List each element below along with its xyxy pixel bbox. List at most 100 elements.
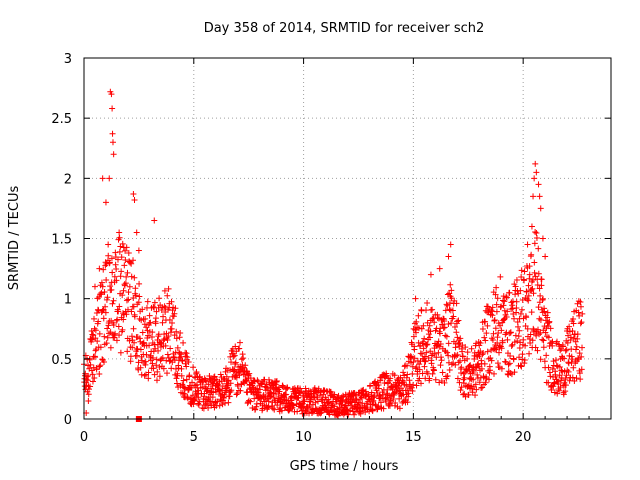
data-point (142, 358, 149, 365)
grid-lines (84, 58, 611, 419)
data-point (96, 265, 103, 272)
data-point (543, 352, 550, 359)
data-point (552, 373, 559, 380)
data-point (207, 397, 214, 404)
data-point (411, 346, 418, 353)
data-point (351, 411, 358, 418)
data-point (216, 402, 223, 409)
data-point (237, 387, 244, 394)
data-point (468, 382, 475, 389)
data-point (566, 328, 573, 335)
data-point (105, 252, 112, 259)
data-point (426, 334, 433, 341)
data-point (565, 368, 572, 375)
data-point (367, 382, 374, 389)
data-point (474, 371, 481, 378)
data-point (472, 381, 479, 388)
data-point (480, 350, 487, 357)
data-point (312, 399, 319, 406)
data-point (189, 392, 196, 399)
data-point (143, 351, 150, 358)
data-point (178, 372, 185, 379)
data-point (156, 373, 163, 380)
data-point (498, 327, 505, 334)
data-point (542, 253, 549, 260)
data-point (372, 378, 379, 385)
data-point (538, 276, 545, 283)
data-point (513, 276, 520, 283)
data-point (426, 322, 433, 329)
data-point (99, 175, 106, 182)
data-point (560, 343, 567, 350)
data-point (101, 288, 108, 295)
data-point (457, 387, 464, 394)
data-point (377, 399, 384, 406)
data-point (168, 365, 175, 372)
data-point (521, 277, 528, 284)
data-point (426, 375, 433, 382)
data-point (502, 359, 509, 366)
data-point (419, 350, 426, 357)
data-point (333, 405, 340, 412)
data-point (491, 370, 498, 377)
data-point (453, 300, 460, 307)
data-point (546, 369, 553, 376)
data-point (103, 260, 110, 267)
data-point (522, 342, 529, 349)
data-point (491, 317, 498, 324)
data-point (454, 318, 461, 325)
data-point (119, 240, 126, 247)
data-point (112, 330, 119, 337)
data-point (289, 402, 296, 409)
data-point (164, 370, 171, 377)
data-point (166, 316, 173, 323)
data-point (526, 350, 533, 357)
data-point (137, 364, 144, 371)
data-point (495, 330, 502, 337)
data-point (532, 344, 539, 351)
data-point (421, 363, 428, 370)
data-point (536, 285, 543, 292)
data-point (456, 379, 463, 386)
data-point (240, 355, 247, 362)
data-point (405, 390, 412, 397)
data-point (253, 403, 260, 410)
data-point (423, 307, 430, 314)
data-point (563, 346, 570, 353)
data-point (271, 406, 278, 413)
data-point (446, 306, 453, 313)
x-tick-label: 5 (190, 430, 198, 445)
data-point (488, 357, 495, 364)
data-point (105, 241, 112, 248)
data-point (418, 380, 425, 387)
data-point (210, 380, 217, 387)
data-point (509, 302, 516, 309)
data-point (357, 410, 364, 417)
data-point (179, 358, 186, 365)
data-point (106, 175, 113, 182)
data-point (243, 377, 250, 384)
data-point (479, 351, 486, 358)
data-point (408, 353, 415, 360)
data-point (168, 298, 175, 305)
data-point (403, 374, 410, 381)
data-point (119, 292, 126, 299)
data-point (530, 276, 537, 283)
data-point (131, 339, 138, 346)
data-point (411, 355, 418, 362)
data-point (167, 329, 174, 336)
data-point (93, 310, 100, 317)
data-point (369, 407, 376, 414)
data-point (410, 358, 417, 365)
data-point (575, 309, 582, 316)
data-point (283, 391, 290, 398)
data-point (273, 379, 280, 386)
data-point (109, 105, 116, 112)
data-point (454, 351, 461, 358)
data-point (190, 364, 197, 371)
data-point (577, 376, 584, 383)
data-point (173, 375, 180, 382)
data-point (355, 401, 362, 408)
data-point (478, 365, 485, 372)
data-point (89, 378, 96, 385)
